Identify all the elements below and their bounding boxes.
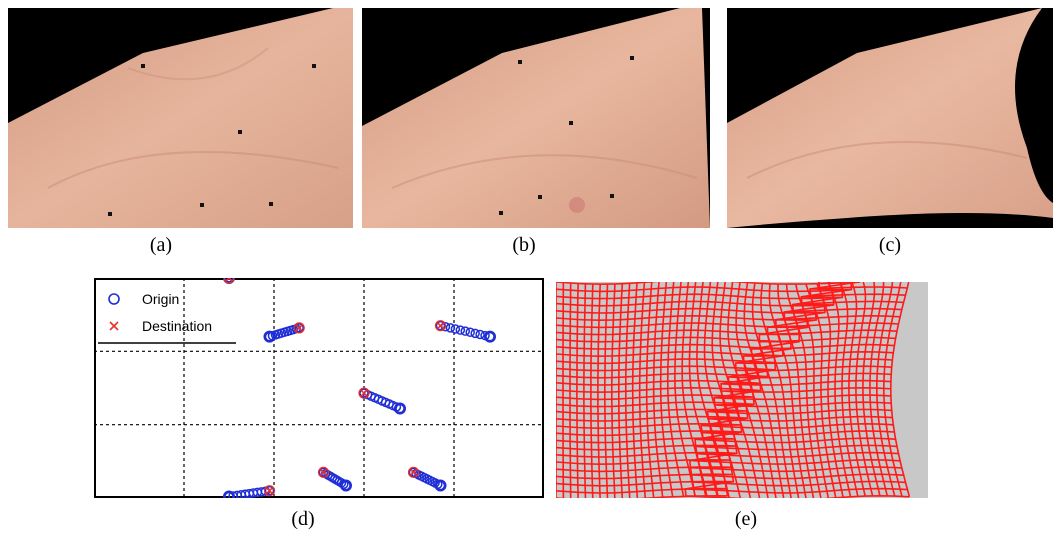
trajectory-marker [435,320,446,331]
caption-d: (d) [291,508,315,530]
landmark-dot [610,194,614,198]
landmark-dot [200,203,204,207]
landmark-dot [569,121,573,125]
mesh-line-horizontal [556,458,901,466]
destination-point [358,387,370,399]
caption-c: (c) [878,234,902,256]
mesh-line-horizontal [556,307,902,314]
caption-e: (e) [734,508,758,530]
landmark-dot [538,195,542,199]
mesh-line-horizontal [556,286,908,293]
skin-image-c [727,8,1053,228]
trajectory-marker [264,485,275,496]
mesh-line-horizontal [556,444,898,451]
legend-origin-label: Origin [142,291,179,307]
trajectory-marker [470,328,480,339]
mesh-line-horizontal [556,365,892,372]
mesh-line-horizontal [556,487,908,494]
destination-point [317,466,330,478]
landmark-dot [499,211,503,215]
skin-image-b [362,8,710,228]
caption-a: (a) [149,234,173,256]
landmark-dot [630,56,634,60]
mesh-line-horizontal [556,386,891,394]
destination-point [434,320,447,332]
trajectory-marker [450,324,461,334]
mesh-line-horizontal [556,422,894,430]
landmark-dot [312,64,316,68]
caption-b: (b) [512,234,536,256]
origin-point [340,479,352,492]
mesh-line-horizontal [556,293,906,300]
plot-frame [94,278,544,498]
landmark-dot [141,64,145,68]
mesh-line-horizontal [556,336,896,343]
destination-point [407,466,420,478]
mesh-line-horizontal [556,372,892,379]
mesh-line-horizontal [556,408,892,415]
mesh-line-horizontal [556,350,894,358]
mesh-line-horizontal [556,314,901,322]
mesh-line-horizontal [556,394,891,401]
landmark-dot [269,202,273,206]
trajectory-marker [455,325,466,335]
mesh-line-horizontal [556,473,904,480]
mesh-line-horizontal [556,494,910,498]
trajectory-marker [475,329,485,340]
warped-mesh [556,282,911,498]
mesh-line-horizontal [556,329,898,336]
legend: Origin Destination [98,291,236,344]
mesh-line-horizontal [556,480,906,487]
mesh-line-horizontal [556,282,861,286]
mesh-line-horizontal [556,437,896,444]
mesh-line-horizontal [556,451,899,458]
mesh-line-horizontal [556,343,895,350]
destination-point [263,485,276,497]
landmark-dot [238,130,242,134]
origin-point [394,402,406,415]
legend-destination-marker [109,321,119,331]
trajectory-marker [318,467,329,478]
origin-point [223,490,235,498]
mesh-line-horizontal [556,466,902,473]
mesh-line-horizontal [556,379,891,386]
deformation-grid [556,282,928,498]
mesh-line-horizontal [556,358,893,365]
mesh-line-horizontal [556,322,899,329]
mesh-line-horizontal [556,401,892,408]
legend-origin-marker [108,293,120,305]
trajectory-marker [460,326,470,336]
legend-destination-label: Destination [142,318,212,334]
skin-image-a [8,8,353,228]
mesh-line-horizontal [556,300,904,307]
origin-point [263,330,276,343]
trajectory-marker [294,323,304,333]
origin-point [484,330,496,343]
destination-point [223,278,235,284]
trajectory-marker [445,323,456,333]
landmark-dot [518,60,522,64]
mesh-line-horizontal [556,415,893,422]
mesh-line-horizontal [556,430,895,437]
destination-point [293,322,305,334]
trajectory-marker [465,327,475,338]
landmark-dot [108,212,112,216]
origin-point [434,479,447,492]
trajectory-marker [408,467,419,478]
displacement-plot: Origin Destination [94,278,544,498]
trajectory-marker [359,388,369,398]
